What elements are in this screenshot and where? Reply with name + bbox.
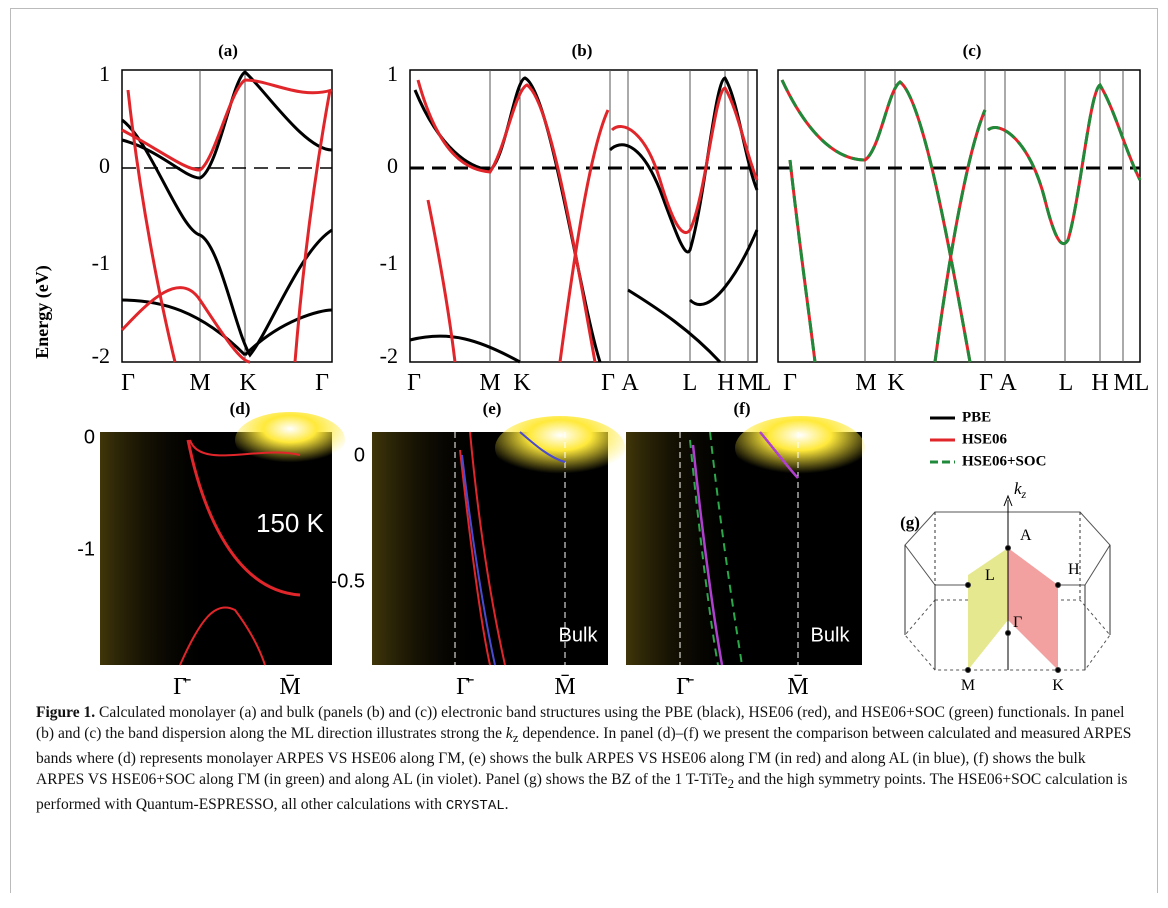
k-point-label: Γ — [979, 370, 993, 396]
band-panel-a — [120, 69, 333, 364]
y-tick-label: 0 — [387, 153, 398, 178]
k-point-label: A — [999, 370, 1017, 396]
k-point-label: K — [513, 370, 531, 396]
panel-label: (e) — [483, 399, 502, 418]
caption-subscript: z — [512, 730, 519, 746]
symmetry-point: A — [1020, 527, 1032, 544]
k-point-label: Γ̄ — [173, 674, 191, 700]
y-tick-label: 0 — [354, 444, 365, 466]
axis-subscript: z — [1021, 487, 1027, 501]
k-point-label: Γ̄ — [456, 674, 474, 700]
k-point-label: K — [239, 370, 257, 396]
caption-label: Figure 1. — [36, 704, 96, 721]
k-point-label: M — [1113, 370, 1134, 396]
panel-annotation: Bulk — [811, 624, 851, 646]
y-tick-label: -0.5 — [331, 570, 365, 592]
k-point-label: M̄ — [787, 674, 808, 700]
y-tick-label: -2 — [380, 343, 398, 368]
symmetry-point: Γ — [1013, 614, 1022, 631]
band-panel-b — [409, 69, 759, 364]
y-tick-label: 1 — [387, 61, 398, 86]
figure: Energy (eV) — [32, 41, 1150, 700]
k-point-label: H — [717, 370, 734, 396]
k-point-label: Γ — [121, 370, 135, 396]
caption-subscript: 2 — [727, 776, 735, 792]
k-point-label: M — [479, 370, 500, 396]
symmetry-point: K — [1052, 677, 1064, 694]
k-point-label: L — [757, 370, 772, 396]
k-point-label: L — [1059, 370, 1074, 396]
symmetry-point: L — [985, 567, 995, 584]
panel-annotation: Bulk — [559, 624, 599, 646]
k-point-label: M̄ — [279, 674, 300, 700]
band-panel-c — [777, 69, 1142, 363]
panel-label: (a) — [218, 41, 238, 60]
k-point-label: M — [737, 370, 758, 396]
panel-label: (b) — [572, 41, 593, 60]
y-tick-label: 0 — [99, 153, 110, 178]
k-point-label: L — [683, 370, 698, 396]
brillouin-zone — [904, 494, 1111, 673]
k-point-label: Γ — [315, 370, 329, 396]
panel-annotation: 150 K — [256, 508, 325, 538]
legend-label: HSE06+SOC — [962, 453, 1046, 469]
k-point-label: Γ — [601, 370, 615, 396]
arpes-panel-f — [626, 416, 865, 666]
k-point-label: L — [1135, 370, 1150, 396]
k-point-label: Γ̄ — [676, 674, 694, 700]
k-point-label: Γ — [407, 370, 421, 396]
y-tick-label: -2 — [92, 343, 110, 368]
y-tick-label: -1 — [380, 250, 398, 275]
panel-label: (g) — [900, 513, 920, 532]
panel-label: (c) — [963, 41, 982, 60]
legend — [930, 416, 955, 464]
caption-text: Calculated monolayer (a) and bulk (panel… — [36, 704, 1125, 742]
k-point-label: M — [189, 370, 210, 396]
symmetry-point: H — [1068, 561, 1080, 578]
axis-label: kz — [1014, 479, 1027, 501]
arpes-panel-e — [372, 416, 625, 666]
y-axis-label: Energy (eV) — [32, 265, 53, 358]
y-tick-label: -1 — [77, 538, 95, 560]
legend-label: PBE — [962, 409, 991, 425]
caption-symbol: k — [505, 725, 513, 742]
legend-label: HSE06 — [962, 431, 1008, 447]
k-point-label: A — [621, 370, 639, 396]
axis-symbol: k — [1014, 479, 1022, 498]
k-point-label: H — [1091, 370, 1108, 396]
page-frame — [10, 8, 1158, 893]
panel-label: (f) — [734, 399, 751, 418]
caption-text: . — [504, 796, 509, 814]
y-tick-label: -1 — [92, 250, 110, 275]
k-point-label: K — [887, 370, 905, 396]
y-tick-label: 0 — [84, 426, 95, 448]
symmetry-point: M — [961, 677, 975, 694]
caption-text: dependence. In panel (d)–(f) we present … — [36, 725, 1132, 789]
k-point-label: Γ — [783, 370, 797, 396]
k-point-label: M — [855, 370, 876, 396]
arpes-panel-d — [100, 412, 345, 666]
caption-text: and the high symmetry points. The HSE06+… — [36, 771, 1128, 814]
caption: Figure 1. Calculated monolayer (a) and b… — [36, 702, 1136, 817]
caption-code: CRYSTAL — [445, 798, 505, 815]
y-tick-label: 1 — [99, 61, 110, 86]
k-point-label: M̄ — [554, 674, 575, 700]
panel-label: (d) — [230, 399, 251, 418]
